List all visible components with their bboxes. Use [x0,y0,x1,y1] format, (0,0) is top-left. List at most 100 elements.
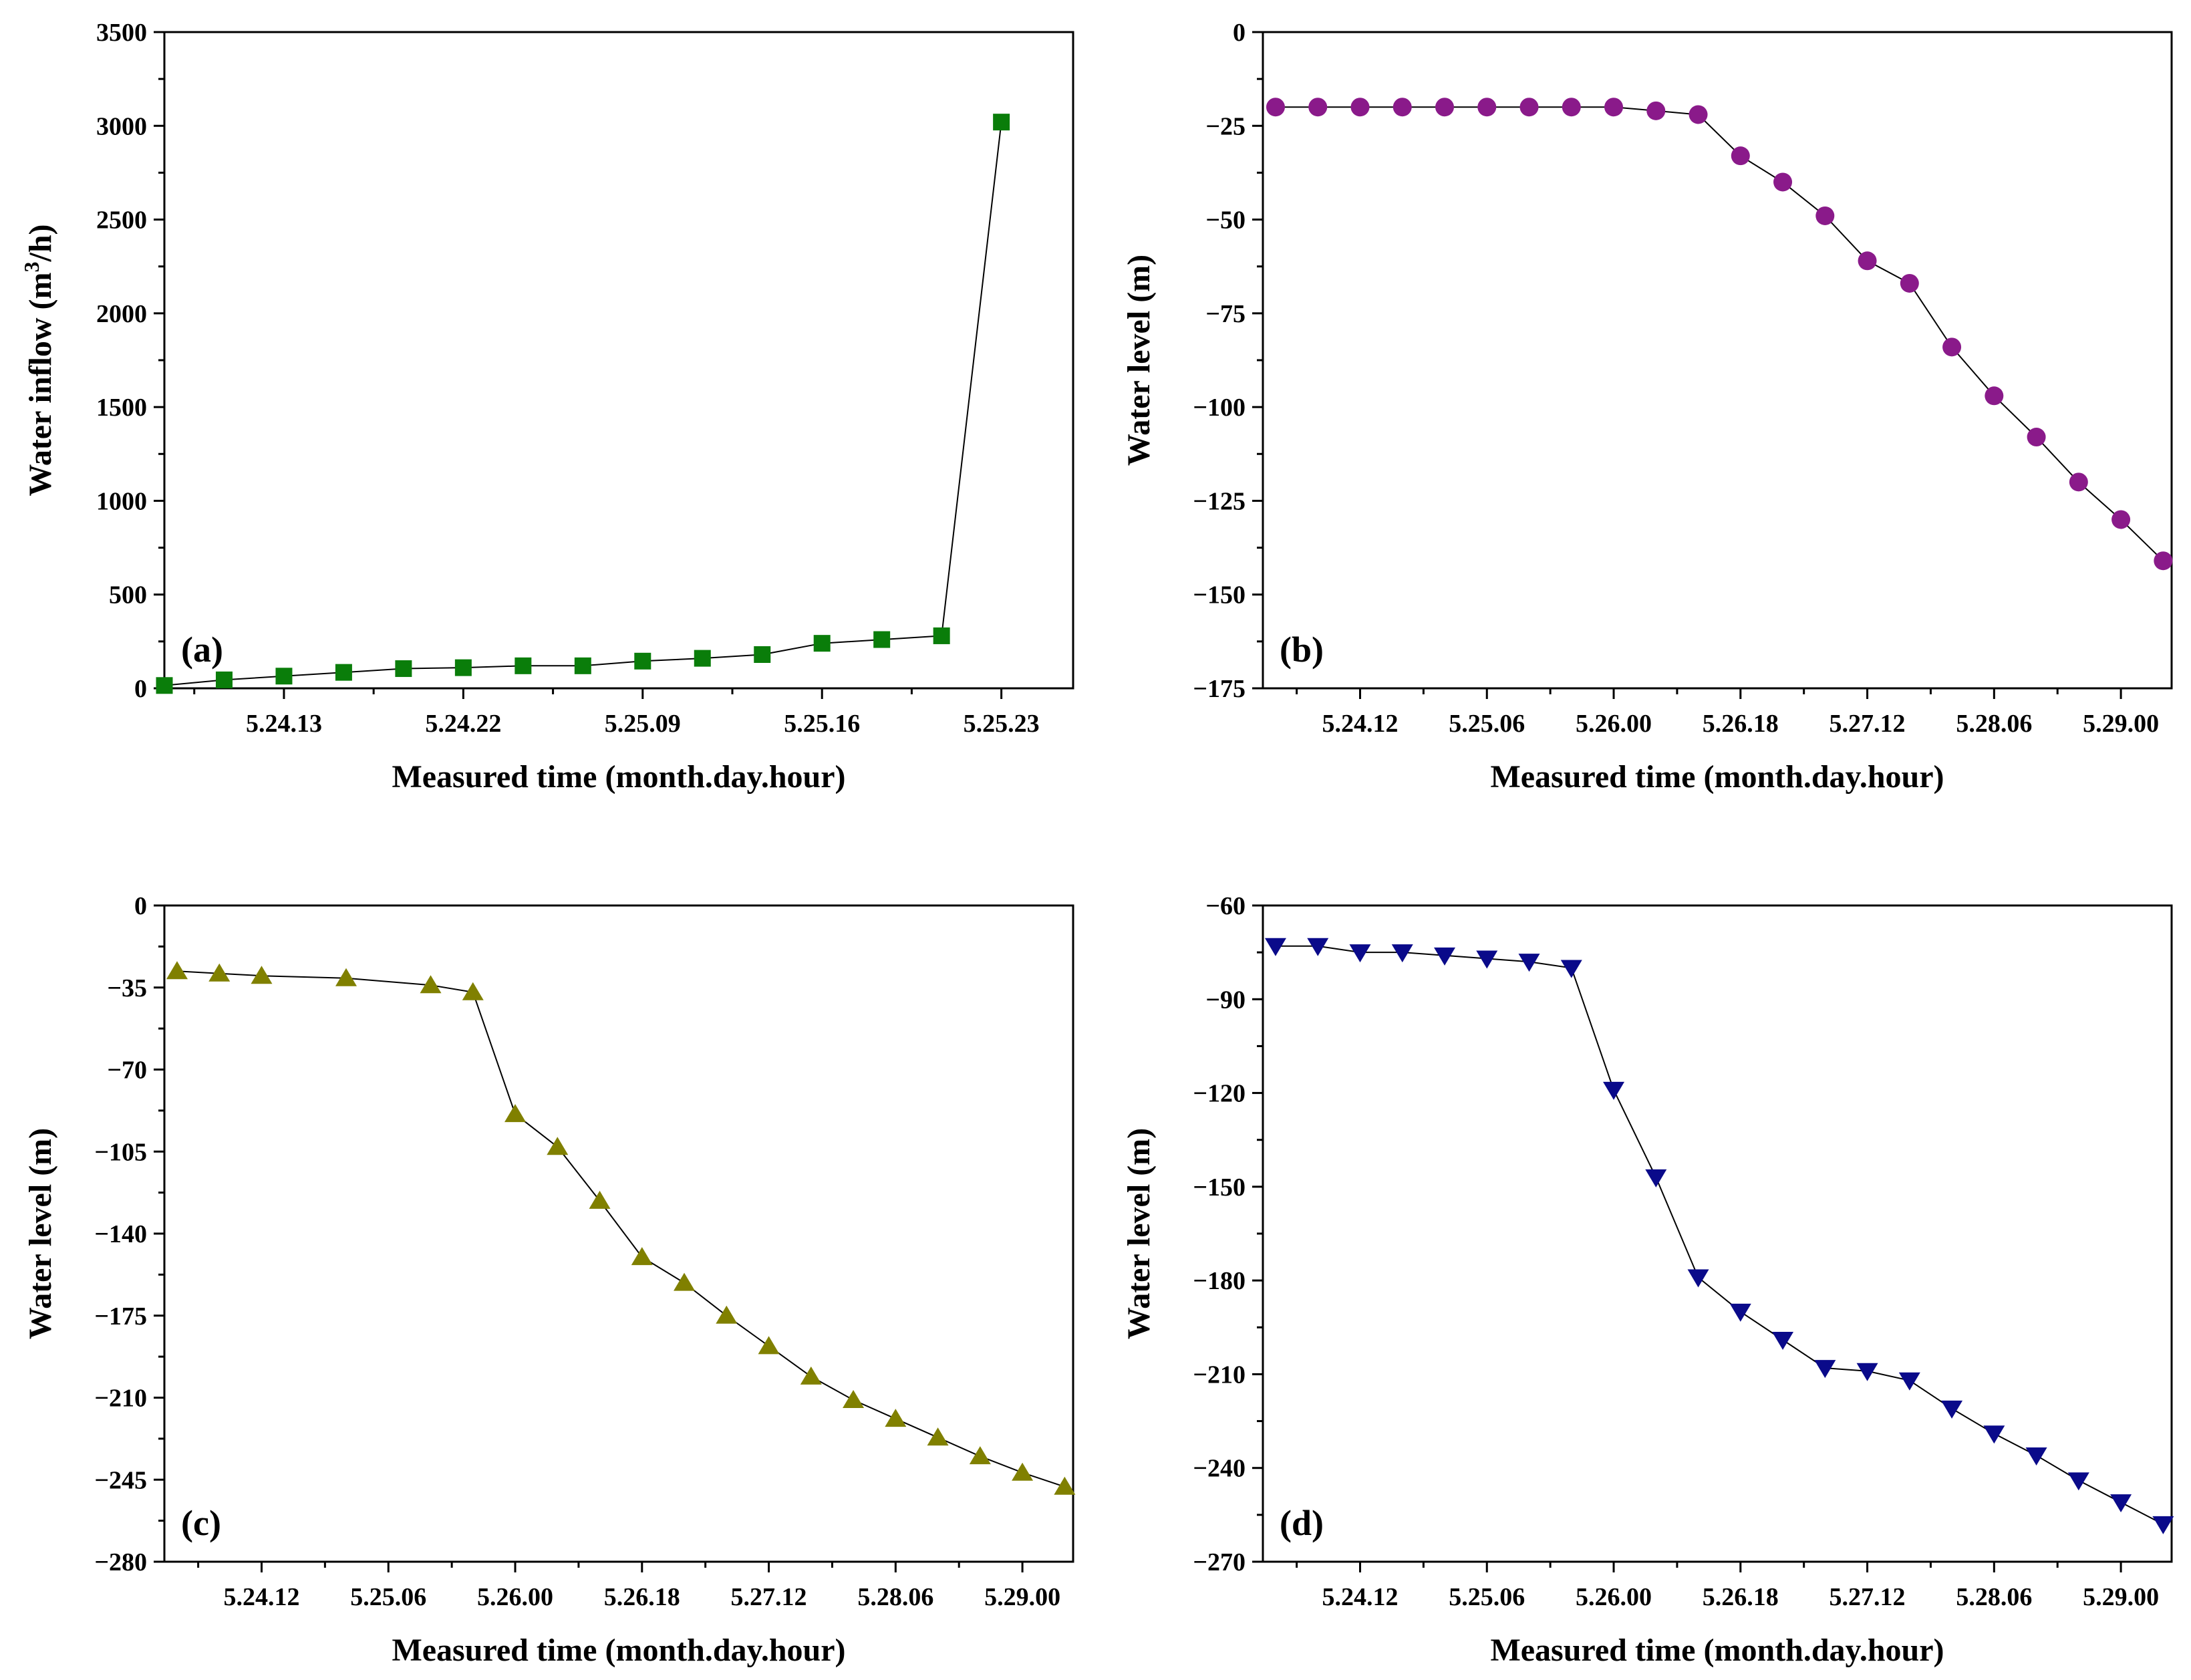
data-point [1604,98,1624,117]
data-point [1858,251,1877,271]
x-tick-label: 5.26.00 [1576,710,1652,738]
y-axis-title: Water level (m) [1121,255,1157,466]
x-tick-label: 5.28.06 [857,1583,933,1611]
data-point [969,1446,991,1465]
data-point [1814,1360,1836,1379]
panel-c: 0 −35 −70 −105 −140 −175 −210 −245 −280 5.24.12 5.… [23,892,1076,1668]
data-point [933,627,950,644]
data-point [515,657,532,674]
data-point [1941,1400,1963,1419]
data-point [1435,98,1454,117]
data-point [1603,1081,1625,1100]
data-point [1773,172,1793,192]
x-tick-label: 5.28.06 [1956,710,2032,738]
data-point [166,961,188,980]
panel-label: (a) [181,629,223,670]
y-tick-label: −150 [1193,1173,1246,1202]
y-tick-label: −75 [1205,300,1246,328]
data-point [694,650,711,667]
data-point [1054,1476,1076,1495]
data-point [1731,146,1750,166]
data-point [1560,960,1582,978]
data-point [873,631,891,648]
x-tick-label: 5.27.12 [1830,1583,1906,1611]
y-tick-label: −120 [1193,1080,1246,1108]
data-point [454,659,472,676]
x-tick-label: 5.26.18 [1703,710,1779,738]
data-point [156,677,173,694]
data-point [547,1137,569,1155]
panel-b: 0 −25 −50 −75 −100 −125 −150 −175 5.24.12 5.25.06… [1121,19,2173,795]
data-point [758,1336,780,1355]
x-tick-label: 5.28.06 [1956,1583,2032,1611]
y-tick-label: 1000 [96,487,147,515]
x-tick-label: 5.25.06 [350,1583,426,1611]
y-tick-label: 2000 [96,300,147,328]
data-point [2067,1472,2089,1491]
y-tick-label: −210 [1193,1361,1246,1389]
data-point [1519,98,1539,117]
data-point [1772,1331,1794,1350]
data-point [1518,954,1540,972]
x-tick-label: 5.24.22 [425,710,501,738]
data-point [631,1247,653,1266]
data-point [1898,1372,1920,1391]
y-tick-label: −280 [94,1548,147,1576]
data-point [843,1390,865,1409]
data-point [1646,101,1666,120]
data-point [589,1190,611,1209]
data-point [2111,510,2131,529]
data-point [208,963,231,982]
y-tick-label: 0 [1233,19,1246,47]
y-tick-label: −60 [1205,892,1246,920]
data-point [674,1272,696,1291]
data-point [395,660,412,678]
data-point [1856,1363,1878,1381]
data-point [462,982,484,1000]
y-tick-label: −125 [1193,487,1246,515]
data-point [927,1427,949,1446]
data-point [1645,1169,1667,1187]
data-point [1391,944,1413,963]
x-tick-label: 5.24.12 [1322,710,1398,738]
y-tick-label: −210 [94,1385,147,1413]
y-tick-label: 500 [109,581,147,609]
y-tick-label: −25 [1205,112,1246,140]
data-point [215,671,233,688]
x-tick-label: 5.24.12 [1322,1583,1398,1611]
data-point [2154,551,2173,571]
x-tick-label: 5.29.00 [2083,710,2159,738]
y-tick-label: 1500 [96,394,147,422]
data-point [420,975,442,994]
data-point [800,1366,822,1385]
data-point [1900,273,1919,293]
y-tick-label: −105 [94,1138,147,1166]
data-point [1434,947,1455,966]
plot-frame [163,904,1074,1563]
panel-label: (d) [1280,1503,1324,1543]
x-tick-label: 5.27.12 [731,1583,807,1611]
series-line [164,122,1002,686]
data-point [1307,938,1329,956]
plot-frame [163,31,1074,690]
data-point [1393,98,1412,117]
y-tick-label: 0 [134,675,147,703]
data-point [1562,98,1581,117]
x-tick-label: 5.24.12 [223,1583,299,1611]
y-tick-label: −245 [94,1466,147,1494]
data-point [993,114,1010,131]
data-point [1266,98,1285,117]
data-point [2110,1494,2132,1513]
series-line [176,970,1065,1488]
data-point [885,1409,907,1427]
x-tick-label: 5.26.18 [604,1583,680,1611]
y-tick-label: −70 [107,1057,147,1085]
data-point [1729,1303,1751,1322]
data-point [813,635,831,652]
panel-label: (b) [1280,629,1324,670]
y-tick-label: −180 [1193,1267,1246,1295]
data-point [335,664,352,681]
x-axis-title: Measured time (month.day.hour) [392,759,845,795]
data-point [574,657,591,674]
